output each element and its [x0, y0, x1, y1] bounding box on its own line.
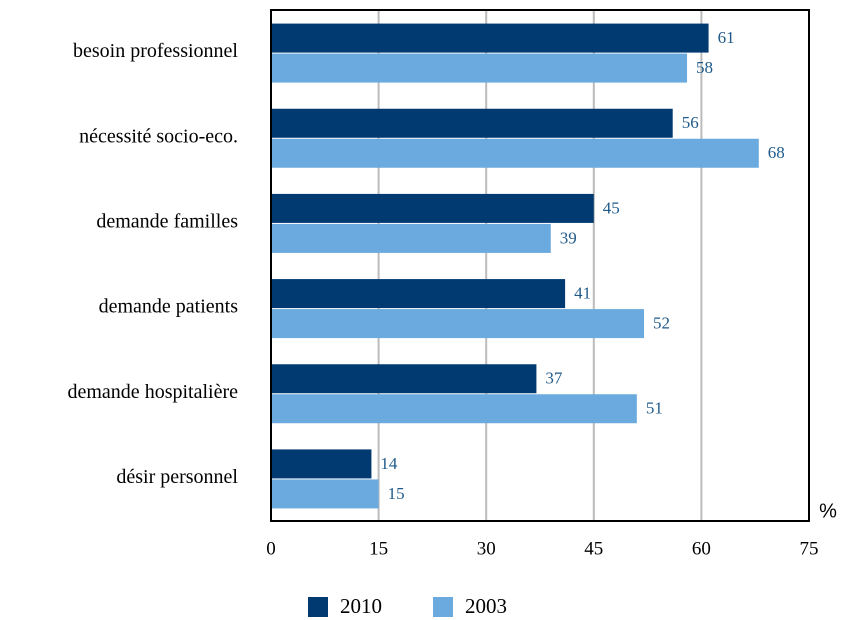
x-tick-label: 30 [477, 538, 496, 559]
bar [271, 108, 673, 138]
legend-swatch [308, 597, 328, 617]
y-tick-label: demande hospitalière [68, 381, 239, 403]
x-axis-label: % [819, 500, 837, 522]
bar [271, 193, 594, 223]
bar [271, 279, 566, 309]
y-tick-label: désir personnel [116, 466, 238, 488]
value-label: 39 [560, 228, 577, 247]
y-tick-label: nécessité socio-eco. [79, 125, 238, 147]
value-label: 61 [718, 28, 735, 47]
value-label: 51 [646, 399, 663, 418]
bar [271, 138, 759, 168]
bar [271, 479, 379, 509]
bar [271, 23, 709, 53]
legend-label: 2003 [465, 594, 507, 618]
legend-label: 2010 [340, 594, 382, 618]
y-tick-label: demande patients [99, 296, 239, 318]
value-label: 14 [380, 454, 398, 473]
value-label: 15 [388, 484, 405, 503]
legend-swatch [433, 597, 453, 617]
value-label: 45 [603, 198, 620, 217]
bar [271, 449, 372, 479]
plot-frame [270, 9, 810, 522]
bar [271, 394, 637, 424]
y-tick-label: demande familles [96, 211, 238, 233]
bar [271, 364, 537, 394]
value-label: 41 [574, 283, 591, 302]
value-label: 52 [653, 313, 670, 332]
bar [271, 53, 688, 83]
y-tick-label: besoin professionnel [73, 40, 238, 62]
x-tick-label: 15 [369, 538, 388, 559]
value-label: 68 [768, 143, 785, 162]
x-tick-label: 75 [800, 538, 819, 559]
x-tick-label: 60 [692, 538, 711, 559]
x-tick-label: 0 [266, 538, 276, 559]
x-tick-label: 45 [584, 538, 603, 559]
value-label: 56 [682, 113, 699, 132]
bar [271, 223, 551, 253]
value-label: 37 [545, 369, 563, 388]
value-label: 58 [696, 58, 713, 77]
bar [271, 309, 645, 339]
